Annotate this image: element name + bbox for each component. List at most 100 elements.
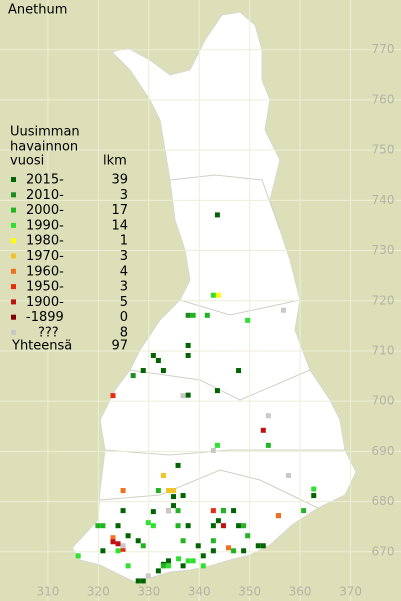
- y-tick-label: 700: [372, 394, 395, 408]
- x-tick-label: 370: [339, 585, 362, 599]
- observation: [185, 523, 191, 529]
- observation: [245, 533, 251, 539]
- observation: [171, 503, 177, 509]
- observation: [180, 493, 186, 499]
- legend-swatch: [11, 238, 16, 244]
- observation: [210, 292, 216, 298]
- observation: [225, 545, 231, 551]
- observation: [241, 548, 247, 554]
- observation: [171, 488, 177, 494]
- observation: [100, 523, 106, 529]
- observation: [204, 312, 210, 318]
- observation: [145, 573, 151, 579]
- observation: [214, 212, 220, 218]
- legend-label: 1950-: [26, 280, 64, 295]
- x-tick-label: 330: [137, 585, 160, 599]
- legend-label: 1900-: [26, 295, 64, 310]
- observation: [200, 553, 206, 559]
- observation: [185, 342, 191, 348]
- legend-count: 3: [120, 188, 128, 203]
- observation: [95, 523, 101, 529]
- observation: [275, 513, 281, 519]
- y-tick-label: 760: [372, 92, 395, 106]
- x-tick-label: 320: [87, 585, 110, 599]
- observation: [231, 508, 237, 514]
- observation: [265, 442, 271, 448]
- observation: [245, 317, 251, 323]
- observation: [185, 392, 191, 398]
- observation: [120, 508, 126, 514]
- observation: [100, 548, 106, 554]
- observation: [215, 292, 221, 298]
- observation: [280, 307, 286, 313]
- legend-header: lkm: [103, 154, 127, 169]
- observation: [265, 413, 271, 419]
- legend-count: 3: [120, 249, 128, 264]
- observation: [220, 508, 226, 514]
- observation: [215, 518, 221, 524]
- legend-swatch: [11, 314, 16, 320]
- observation: [241, 523, 247, 529]
- legend-label: 2000-: [26, 203, 64, 218]
- observation: [175, 523, 181, 529]
- legend-label: ???: [38, 326, 59, 341]
- legend-count: 4: [120, 264, 128, 279]
- legend-count: 39: [111, 173, 128, 188]
- legend-header: havainnon: [10, 140, 78, 155]
- region-border: [104, 449, 345, 456]
- legend-label: 2010-: [26, 188, 64, 203]
- observation: [180, 393, 186, 399]
- observation: [150, 523, 156, 529]
- legend-swatch: [11, 330, 16, 335]
- legend-count: 17: [111, 203, 128, 218]
- observation: [125, 563, 131, 569]
- y-tick-label: 690: [372, 444, 395, 458]
- observation: [260, 543, 266, 549]
- observation: [155, 488, 161, 494]
- observation: [185, 558, 191, 564]
- observation: [301, 508, 307, 514]
- observation: [160, 472, 166, 478]
- total-label: Yhteensä: [11, 339, 72, 354]
- region-border: [179, 299, 301, 316]
- observation: [115, 548, 121, 554]
- legend-swatch: [11, 284, 16, 290]
- legend-count: 14: [111, 218, 128, 233]
- legend-header: Uusimman: [10, 125, 80, 140]
- total: 97: [111, 339, 128, 354]
- observation: [110, 393, 116, 399]
- y-tick-label: 670: [372, 544, 395, 558]
- observation: [185, 352, 191, 358]
- y-tick-label: 720: [372, 293, 395, 307]
- observation: [140, 368, 146, 374]
- observation: [145, 520, 151, 526]
- observation: [220, 523, 226, 529]
- observation: [214, 388, 220, 394]
- observation: [210, 548, 216, 554]
- observation: [185, 312, 191, 318]
- observation: [110, 539, 116, 545]
- observation: [190, 312, 196, 318]
- x-tick-label: 350: [238, 585, 261, 599]
- observation: [214, 442, 220, 448]
- observation: [160, 563, 166, 569]
- observation: [125, 533, 131, 539]
- y-tick-label: 710: [372, 343, 395, 357]
- observation: [180, 563, 186, 569]
- observation: [140, 543, 146, 549]
- observation: [231, 548, 237, 554]
- observation: [175, 508, 181, 514]
- legend-swatch: [11, 192, 16, 198]
- legend-count: 0: [120, 310, 128, 325]
- observation: [286, 472, 292, 478]
- observation: [160, 368, 166, 374]
- observation: [190, 558, 196, 564]
- observation: [236, 523, 242, 529]
- observation: [200, 563, 206, 569]
- observation: [165, 508, 171, 514]
- observation: [180, 538, 186, 544]
- region-border: [129, 369, 311, 401]
- observation: [195, 543, 201, 549]
- x-tick-label: 360: [289, 585, 312, 599]
